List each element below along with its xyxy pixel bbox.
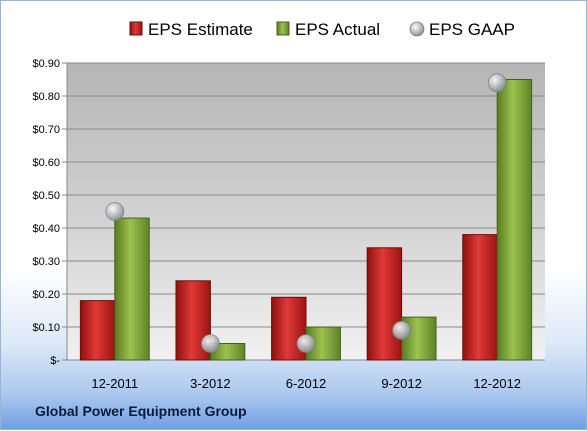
x-tick-label: 3-2012 <box>190 376 230 391</box>
legend-label-eps-estimate: EPS Estimate <box>148 20 253 39</box>
x-tick-label: 9-2012 <box>381 376 421 391</box>
bar-eps-estimate <box>79 300 116 361</box>
marker-eps-gaap <box>392 320 412 340</box>
marker-eps-gaap <box>200 334 220 353</box>
legend-swatch-eps-gaap <box>409 21 425 37</box>
y-tick-label: $0.70 <box>32 124 60 136</box>
y-tick-label: $0.50 <box>32 190 60 202</box>
y-tick-label: $- <box>50 355 60 367</box>
marker-eps-gaap <box>105 202 125 221</box>
company-name: Global Power Equipment Group <box>35 403 247 419</box>
y-tick-label: $0.30 <box>32 256 60 268</box>
y-tick-label: $0.90 <box>32 58 60 70</box>
x-tick-label: 6-2012 <box>286 376 326 391</box>
bar-eps-estimate <box>366 247 403 361</box>
bar-eps-actual <box>496 79 533 361</box>
legend-label-eps-actual: EPS Actual <box>295 20 380 39</box>
y-tick-label: $0.20 <box>32 289 60 301</box>
x-tick-label: 12-2011 <box>91 376 138 391</box>
bar-eps-actual <box>114 217 150 361</box>
marker-eps-gaap <box>296 334 316 353</box>
x-tick-label: 12-2012 <box>473 376 521 391</box>
legend-swatch-eps-estimate <box>129 21 143 36</box>
bar-eps-estimate <box>175 280 211 361</box>
bar-eps-estimate <box>462 234 498 361</box>
legend-swatch-eps-actual <box>276 21 290 36</box>
y-tick-label: $0.40 <box>32 223 60 235</box>
marker-eps-gaap <box>487 73 507 93</box>
y-tick-label: $0.80 <box>32 91 60 103</box>
legend-label-eps-gaap: EPS GAAP <box>429 20 515 39</box>
y-tick-label: $0.10 <box>32 322 60 334</box>
y-tick-label: $0.60 <box>32 157 60 169</box>
